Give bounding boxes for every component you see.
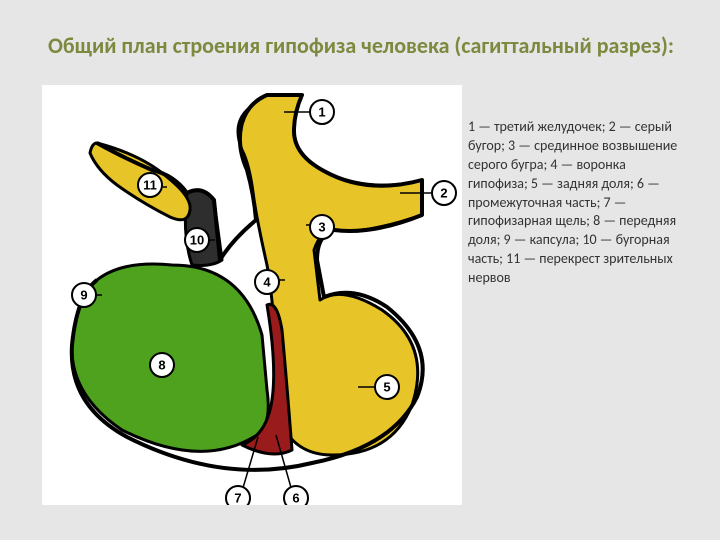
diagram-svg: 1 2 3 4 5 6 7 8 9 10 11 <box>42 85 462 505</box>
svg-text:11: 11 <box>143 178 157 193</box>
marker-9: 9 <box>72 283 96 307</box>
svg-text:8: 8 <box>158 358 165 373</box>
marker-11: 11 <box>138 173 162 197</box>
marker-6: 6 <box>284 486 308 505</box>
slide-title: Общий план строения гипофиза человека (с… <box>48 33 678 59</box>
pituitary-diagram: 1 2 3 4 5 6 7 8 9 10 11 <box>42 85 462 505</box>
marker-8: 8 <box>150 353 174 377</box>
marker-7: 7 <box>226 486 250 505</box>
svg-text:9: 9 <box>80 288 87 303</box>
marker-10: 10 <box>185 228 209 252</box>
svg-text:2: 2 <box>440 186 447 201</box>
svg-text:1: 1 <box>318 105 325 120</box>
legend-text: 1 — третий желудочек; 2 — серый бугор; 3… <box>468 118 688 288</box>
svg-text:5: 5 <box>383 380 390 395</box>
svg-text:7: 7 <box>234 491 241 506</box>
marker-4: 4 <box>255 270 279 294</box>
marker-5: 5 <box>375 375 399 399</box>
svg-text:3: 3 <box>318 220 325 235</box>
svg-text:10: 10 <box>190 233 204 248</box>
svg-text:4: 4 <box>263 275 271 290</box>
svg-text:6: 6 <box>292 491 299 506</box>
marker-3: 3 <box>310 215 334 239</box>
marker-2: 2 <box>432 181 456 205</box>
marker-1: 1 <box>310 100 334 124</box>
slide: Общий план строения гипофиза человека (с… <box>0 0 720 540</box>
